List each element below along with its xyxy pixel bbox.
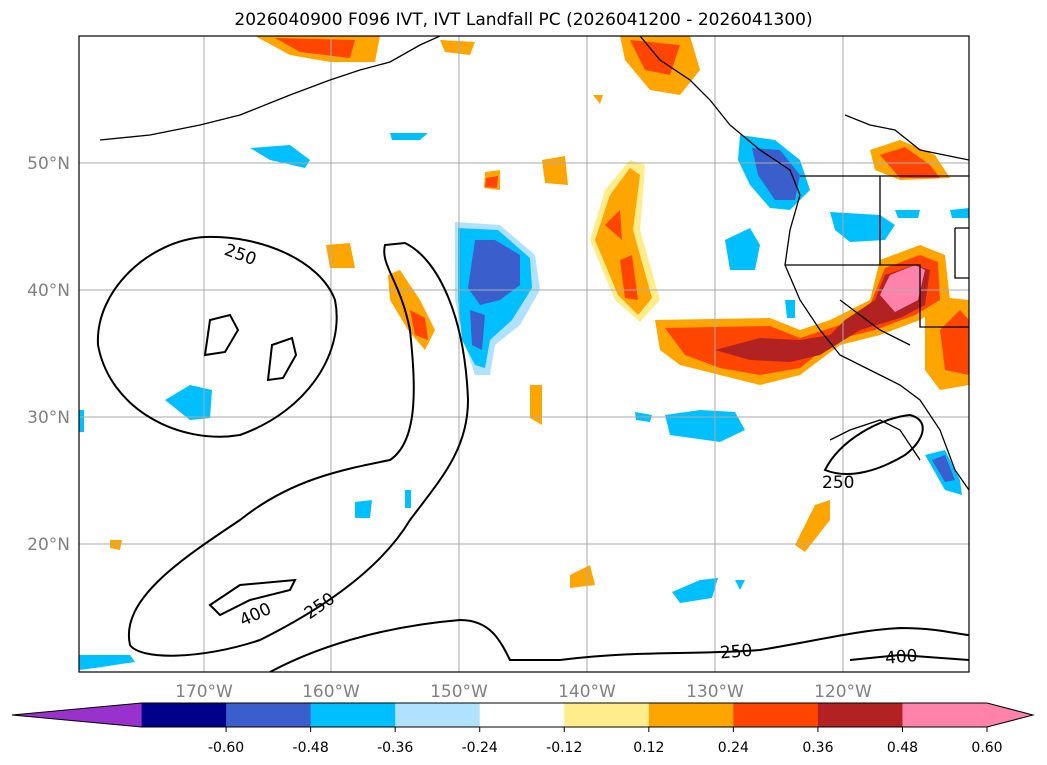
colorbar-segment (817, 703, 903, 727)
lon-label: 170°W (175, 682, 233, 702)
colorbar: -0.60 -0.48 -0.36 -0.24 -0.12 0.12 0.24 0.36 0.4… (11, 702, 1035, 756)
gridlines (79, 36, 969, 672)
ivt-contours (96, 235, 969, 672)
colorbar-tick-label: 0.36 (802, 740, 833, 756)
lat-label: 20°N (27, 535, 70, 555)
negative-anomalies (79, 133, 969, 670)
colorbar-tick-label: -0.24 (462, 740, 498, 756)
lat-label: 40°N (27, 281, 70, 301)
lon-label: 120°W (814, 682, 872, 702)
contour-label: 250 (222, 240, 259, 270)
colorbar-extend-max (987, 703, 1033, 727)
colorbar-segment (733, 703, 819, 727)
lat-label: 30°N (27, 408, 70, 428)
colorbar-segment (395, 703, 481, 727)
colorbar-segment (226, 703, 312, 727)
lat-label: 50°N (27, 154, 70, 174)
colorbar-tick-label: -0.48 (293, 740, 329, 756)
contour-label: 400 (884, 646, 918, 669)
colorbar-outline (11, 702, 1035, 728)
colorbar-tick-label: -0.12 (546, 740, 582, 756)
colorbar-segment (141, 703, 227, 727)
latitude-labels: 50°N 40°N 30°N 20°N (27, 154, 70, 555)
map-area: 250 250 400 250 250 400 (79, 36, 969, 672)
contour-label: 250 (301, 589, 339, 624)
positive-anomalies (110, 36, 969, 588)
colorbar-segment (479, 703, 565, 727)
colorbar-tick-label: 0.48 (887, 740, 918, 756)
contour-label: 250 (822, 473, 854, 493)
colorbar-segment (648, 703, 734, 727)
map-title: 2026040900 F096 IVT, IVT Landfall PC (20… (234, 10, 813, 30)
lon-label: 150°W (430, 682, 488, 702)
colorbar-tick-label: 0.60 (971, 740, 1002, 756)
contour-labels: 250 250 400 250 250 400 (222, 240, 919, 669)
longitude-labels: 170°W 160°W 150°W 140°W 130°W 120°W (175, 682, 872, 702)
contour-label: 250 (719, 641, 753, 664)
colorbar-tick-label: -0.36 (377, 740, 413, 756)
lon-label: 160°W (302, 682, 360, 702)
colorbar-segment (310, 703, 396, 727)
colorbar-segment (902, 703, 988, 727)
lon-label: 130°W (686, 682, 744, 702)
colorbar-extend-min (12, 703, 142, 727)
colorbar-tick-label: 0.12 (633, 740, 664, 756)
colorbar-tick-label: 0.24 (718, 740, 749, 756)
coastlines (99, 36, 969, 491)
lon-label: 140°W (558, 682, 616, 702)
colorbar-tick-label: -0.60 (208, 740, 244, 756)
colorbar-segment (564, 703, 650, 727)
map-frame (78, 35, 970, 673)
